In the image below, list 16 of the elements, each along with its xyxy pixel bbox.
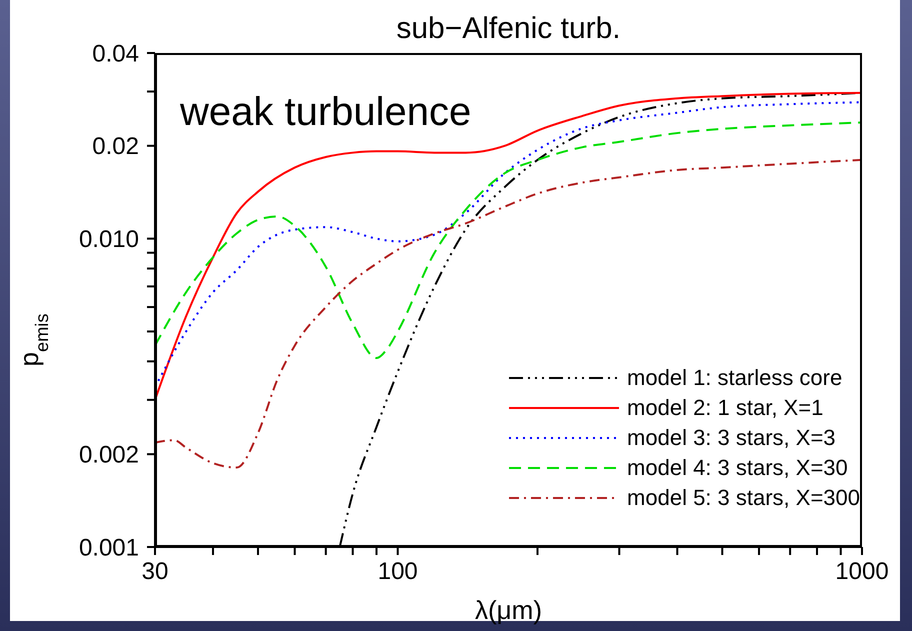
x-tick-label: 30: [142, 558, 168, 585]
y-tick-label: 0.04: [92, 40, 139, 68]
legend-label: model 4: 3 stars, X=30: [627, 455, 848, 481]
x-tick-label: 1000: [835, 558, 889, 585]
x-axis-title: λ(μm): [475, 595, 542, 625]
y-tick-label: 0.02: [92, 133, 139, 160]
legend-label: model 1: starless core: [627, 365, 842, 391]
legend-label: model 3: 3 stars, X=3: [627, 425, 836, 451]
y-tick-label: 0.002: [78, 442, 139, 469]
y-tick-label: 0.001: [78, 534, 139, 562]
chart-title: sub−Alfenic turb.: [396, 12, 621, 45]
legend-label: model 2: 1 star, X=1: [627, 395, 824, 421]
y-tick-label: 0.010: [78, 226, 139, 254]
x-tick-label: 100: [378, 558, 418, 585]
annotation: weak turbulence: [179, 90, 472, 134]
legend-label: model 5: 3 stars, X=300: [627, 485, 860, 511]
